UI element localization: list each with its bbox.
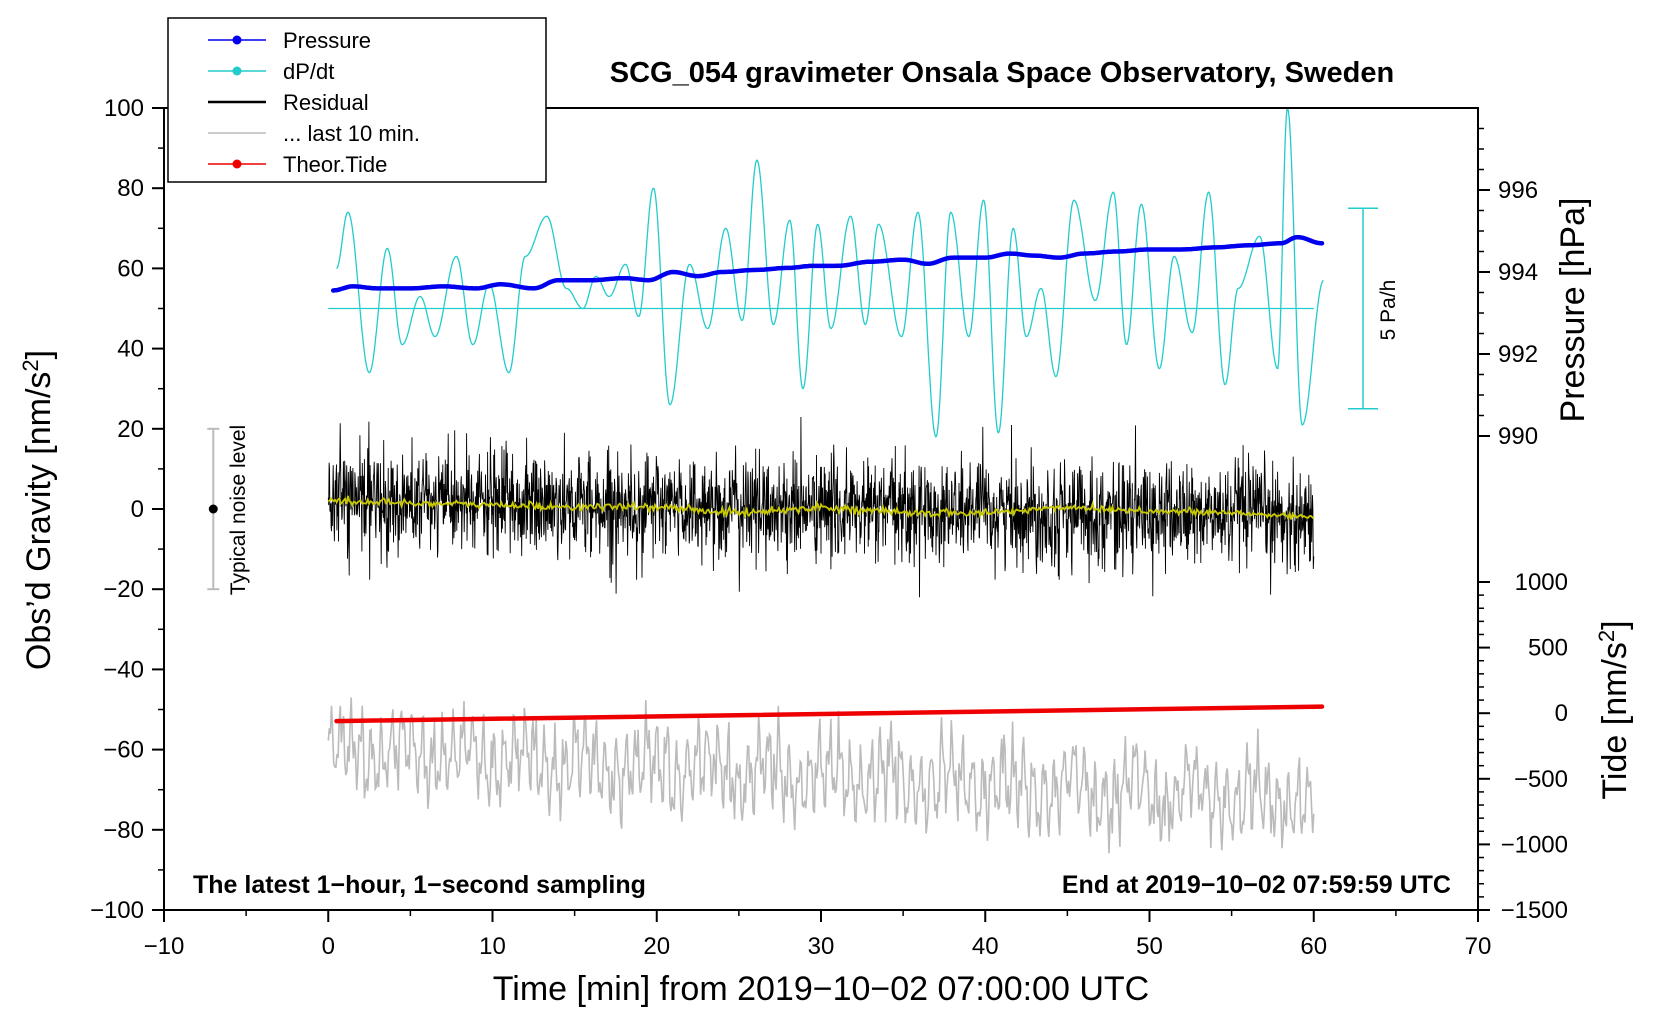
y-left-tick-label: −60 [103,737,144,764]
y-tide-tick-label: 0 [1555,700,1568,727]
y-pressure-tick-label: 990 [1498,423,1538,450]
legend-swatch-marker [232,66,242,76]
y-left-tick-label: 80 [117,175,144,202]
series-dpdt-line [336,108,1324,438]
legend-entry-label: Residual [283,90,369,115]
y-pressure-tick-label: 996 [1498,177,1538,204]
legend-entry: ... last 10 min. [208,121,420,146]
legend: Pressure dP/dt Residual ... last 10 min. The… [167,17,547,183]
legend-entry: Residual [208,90,369,115]
noise-bar-center-dot [208,504,218,514]
legend-box [167,17,547,183]
y-left-tick-label: 40 [117,336,144,363]
y-tide-tick-label: −500 [1514,766,1568,793]
x-tick-label: 10 [479,933,506,960]
series-pressure-line [330,234,1325,293]
legend-entry-label: dP/dt [283,59,334,84]
indicator-bars [207,207,1379,591]
y-pressure-tick-label: 992 [1498,341,1538,368]
annotation-sampling: The latest 1−hour, 1−second sampling [193,871,646,899]
y-tide-tick-label: 500 [1528,635,1568,662]
y-tide-tick-label: 1000 [1515,569,1568,596]
y-left-tick-label: 60 [117,255,144,282]
chart-title: SCG_054 gravimeter Onsala Space Observat… [610,57,1394,89]
legend-entry-label: Pressure [283,28,371,53]
legend-entry-label: ... last 10 min. [283,121,420,146]
y-left-tick-label: −40 [103,656,144,683]
y-left-tick-label: −20 [103,576,144,603]
series-residual-smoothed-line [327,495,1315,521]
y-left-tick-label: 0 [131,496,144,523]
x-tick-label: 70 [1465,933,1492,960]
y-axis-label-tide: Tide [nm/s2] [1594,620,1635,799]
y-pressure-tick-label: 994 [1498,259,1538,286]
x-axis-label: Time [min] from 2019−10−02 07:00:00 UTC [493,970,1149,1008]
noise-level-label: Typical noise level [227,425,250,595]
legend-entry-label: Theor.Tide [283,152,387,177]
y-tide-tick-label: −1000 [1501,831,1568,858]
series-layer [327,108,1325,854]
y-tide-tick-label: −1500 [1501,897,1568,924]
noise-level-bar [207,427,220,591]
y-left-tick-label: −100 [90,897,144,924]
x-tick-label: 20 [643,933,670,960]
legend-swatch-marker [232,159,242,169]
rate-bar [1348,207,1379,410]
x-tick-label: 40 [972,933,999,960]
x-tick-label: 50 [1136,933,1163,960]
axes-layer: −10 0 10 20 30 40 50 60 70100806040200−20−40−60−… [90,95,1568,960]
rate-bar-label: 5 Pa/h [1377,280,1400,341]
x-tick-label: 60 [1300,933,1327,960]
x-tick-label: 30 [808,933,835,960]
y-left-tick-label: 100 [104,95,144,122]
x-tick-label: −10 [144,933,185,960]
x-tick-label: 0 [322,933,335,960]
y-axis-label-left: Obs’d Gravity [nm/s2] [18,350,59,670]
series-residual-line [327,416,1315,598]
series-tide-line [334,704,1325,724]
legend-entry: Theor.Tide [208,152,387,177]
legend-entry: dP/dt [208,59,334,84]
legend-entry: Pressure [208,28,371,53]
y-left-tick-label: 20 [117,416,144,443]
legend-swatch-marker [232,35,242,45]
y-axis-label-pressure: Pressure [hPa] [1554,198,1592,423]
annotation-end-time: End at 2019−10−02 07:59:59 UTC [1062,871,1451,899]
y-left-tick-label: −80 [103,817,144,844]
series-last-10-min-line [327,697,1315,854]
